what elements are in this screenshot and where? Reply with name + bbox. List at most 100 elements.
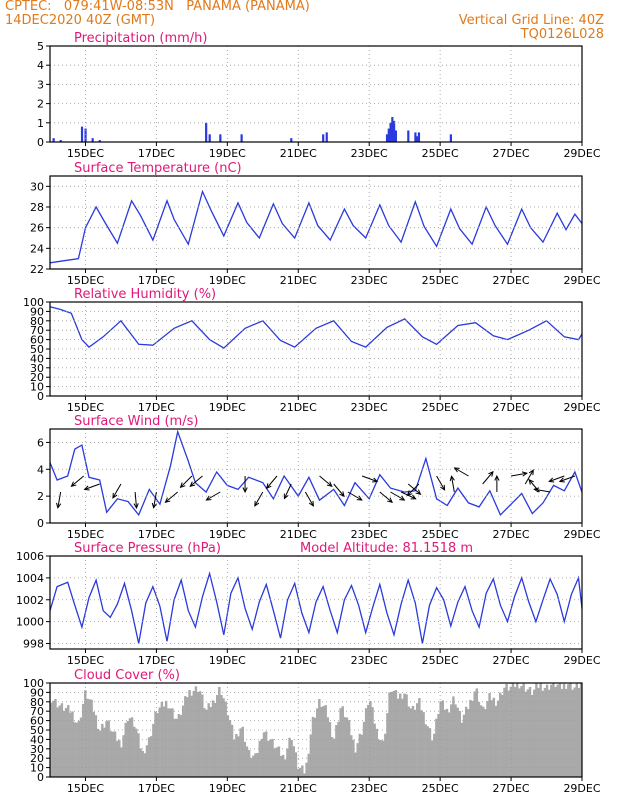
precip-bar (393, 120, 396, 142)
cloud-bar (520, 686, 523, 777)
cloud-bar (64, 707, 68, 777)
rh-xtick-label: 21DEC (280, 401, 317, 414)
cloud-bar (407, 706, 410, 777)
cloud-bar (386, 713, 389, 777)
cloud-bar (426, 726, 430, 777)
cloud-bar (150, 736, 153, 777)
wind-arrow-head (558, 477, 565, 483)
cloud-bar (522, 683, 525, 777)
rh-xtick-label: 17DEC (138, 401, 175, 414)
precip-ytick-label: 3 (37, 78, 44, 91)
cloud-bar (396, 698, 400, 777)
wind-arrow-shaft (361, 475, 378, 482)
wind-xtick-label: 15DEC (67, 528, 104, 541)
cloud-bar (92, 711, 95, 777)
cloud-bar (384, 733, 387, 777)
cloud-bar (496, 700, 500, 777)
cloud-bar (226, 715, 230, 777)
cloud-bar (243, 741, 247, 777)
cloud-bar (181, 705, 185, 777)
wind-arrow-shaft (266, 475, 278, 489)
cloud-bar (405, 694, 408, 777)
cloud-bar (252, 755, 255, 777)
cloud-xtick-label: 21DEC (280, 782, 317, 795)
wind-arrow-head (453, 467, 460, 473)
cloud-bar (499, 692, 502, 777)
cloud-ytick-label: 80 (30, 696, 44, 709)
cloud-bar (169, 708, 172, 777)
cloud-bar (298, 767, 302, 777)
cloud-bar (313, 717, 317, 777)
cloud-bar (222, 698, 225, 777)
cloud-bar (390, 691, 393, 777)
cloud-bar (132, 726, 136, 777)
cloud-bar (260, 738, 264, 777)
cloud-ytick-label: 0 (37, 771, 44, 784)
wind-arrow-shaft (379, 491, 393, 503)
cloud-bar (292, 746, 296, 777)
header-vertical-grid: Vertical Grid Line: 40Z (458, 13, 604, 28)
cloud-bar (296, 768, 300, 777)
cloud-bar (158, 707, 161, 777)
cloud-bar (367, 704, 370, 777)
rh-ytick-label: 100 (23, 296, 44, 309)
precip-bar (394, 130, 397, 142)
cloud-bar (203, 708, 206, 777)
cloud-bar (362, 721, 366, 777)
cloud-bar (441, 700, 444, 777)
wind-arrow-shaft (549, 475, 565, 482)
wind-arrow-head (387, 497, 393, 504)
cloud-title: Cloud Cover (%) (74, 668, 180, 683)
temp-ytick-label: 26 (30, 222, 44, 235)
cloud-bar (352, 739, 355, 777)
press-xtick-label: 27DEC (493, 654, 530, 667)
cloud-bar (194, 686, 198, 777)
cloud-bar (539, 683, 542, 777)
rh-ytick-label: 20 (30, 371, 44, 384)
cloud-bar (490, 700, 493, 777)
temp-title: Surface Temperature (nC) (74, 161, 242, 176)
precip-bar (391, 117, 394, 142)
wind-arrow-shaft (390, 491, 405, 501)
cloud-bar (481, 706, 485, 777)
cloud-bar (394, 690, 398, 777)
wind-arrow-shaft (407, 483, 420, 496)
cloud-bar (228, 720, 232, 777)
wind-arrow-shaft (153, 491, 157, 508)
cloud-bar (71, 711, 74, 777)
wind-arrow-head (70, 481, 77, 488)
rh-ytick-label: 50 (30, 343, 44, 356)
temp-xtick-label: 21DEC (280, 274, 317, 287)
wind-arrow-shaft (57, 491, 62, 508)
press-ytick-label: 1002 (16, 594, 44, 607)
cloud-bar (60, 703, 64, 777)
cloud-bar (469, 699, 472, 777)
cloud-bar (73, 722, 76, 777)
press-line (49, 571, 583, 644)
cloud-bar (50, 702, 53, 777)
precip-bar (417, 132, 421, 142)
cloud-bar (218, 686, 221, 777)
cloud-bar (398, 693, 402, 777)
rh-xtick-label: 15DEC (67, 401, 104, 414)
precip-title: Precipitation (mm/h) (74, 31, 207, 46)
wind-arrow-head (528, 478, 534, 485)
press-ytick-label: 1004 (16, 572, 44, 585)
wind-arrow-shaft (451, 476, 455, 493)
precip-bar (59, 140, 62, 142)
wind-arrow-head (283, 493, 289, 500)
cloud-bar (179, 714, 183, 777)
wind-arrow-head (533, 487, 540, 493)
wind-xtick-label: 25DEC (422, 528, 459, 541)
cloud-bar (460, 722, 464, 777)
cloud-bar (430, 740, 434, 777)
cloud-bar (256, 753, 259, 777)
cloud-bar (281, 754, 285, 777)
cloud-bar (420, 710, 423, 777)
wind-arrow-shaft (134, 491, 138, 508)
wind-arrow-head (356, 495, 363, 501)
wind-arrow-shaft (254, 491, 264, 507)
cloud-ytick-label: 60 (30, 715, 44, 728)
header-model-id: TQ0126L028 (520, 27, 604, 42)
cloud-bar (54, 698, 57, 777)
